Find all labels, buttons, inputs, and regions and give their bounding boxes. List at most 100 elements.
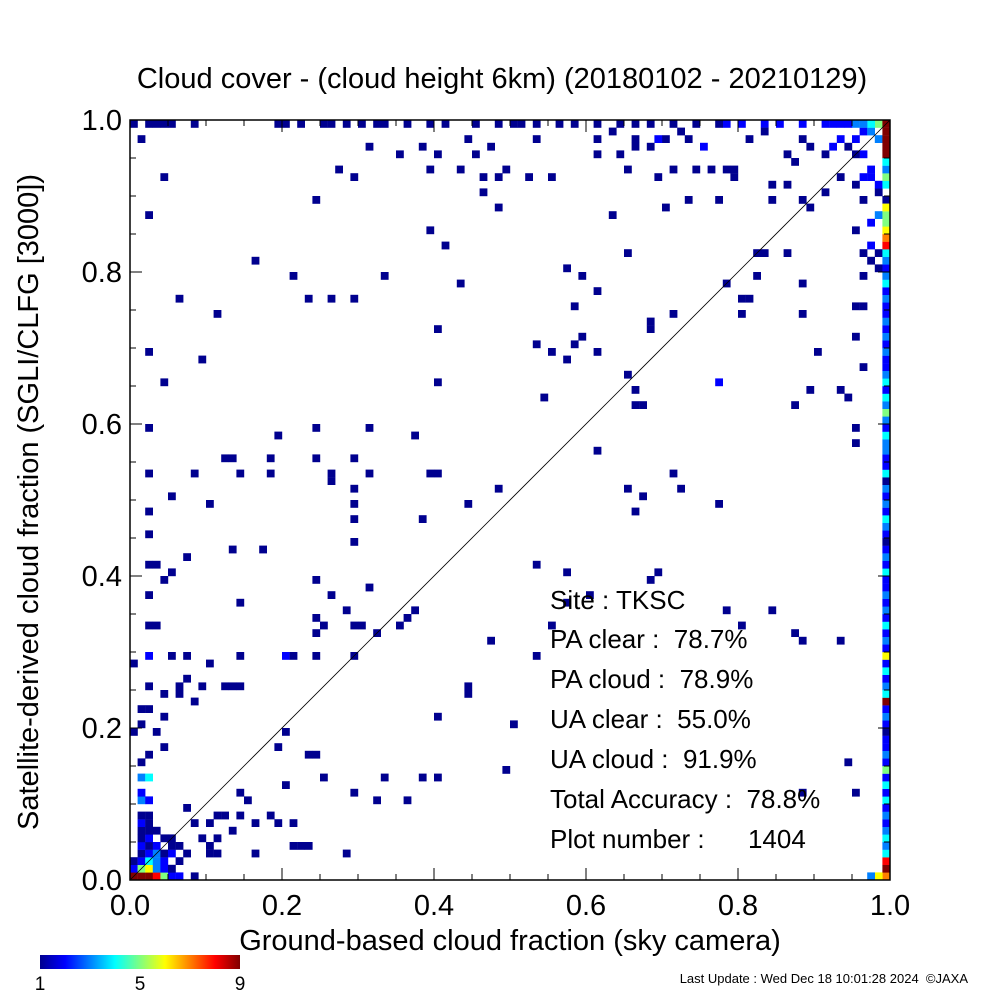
heatmap-cell xyxy=(882,484,891,493)
colorbar-tick-min: 1 xyxy=(35,974,46,995)
heatmap-cell xyxy=(882,568,891,577)
heatmap-cell xyxy=(852,788,860,797)
heatmap-cell xyxy=(236,682,245,691)
heatmap-cell xyxy=(137,788,146,797)
heatmap-cell xyxy=(434,325,442,333)
heatmap-cell xyxy=(160,120,169,128)
heatmap-cell xyxy=(616,150,625,159)
heatmap-cell xyxy=(639,492,647,501)
heatmap-cell xyxy=(852,439,860,447)
heatmap-cell xyxy=(236,598,245,607)
x-tick-label: 1.0 xyxy=(870,890,910,922)
heatmap-cell xyxy=(396,621,404,630)
heatmap-cell xyxy=(836,120,845,128)
heatmap-cell xyxy=(130,728,138,736)
heatmap-cell xyxy=(882,287,891,295)
y-tick-label: 0.2 xyxy=(82,713,122,745)
heatmap-cell xyxy=(510,120,518,128)
heatmap-cell xyxy=(548,621,556,630)
heatmap-cell xyxy=(882,424,891,432)
heatmap-cell xyxy=(669,310,678,318)
heatmap-cell xyxy=(738,621,746,630)
heatmap-cell xyxy=(882,203,891,212)
heatmap-cell xyxy=(852,302,860,311)
heatmap-cell xyxy=(274,431,283,440)
heatmap-cell xyxy=(251,256,260,265)
heatmap-cell xyxy=(760,127,769,136)
stat-site: Site : TKSC xyxy=(550,585,685,615)
heatmap-cell xyxy=(259,545,267,554)
heatmap-cell xyxy=(145,120,153,128)
heatmap-cell xyxy=(282,728,290,736)
heatmap-cell xyxy=(760,120,769,128)
diagonal-line xyxy=(129,119,891,881)
heatmap-cell xyxy=(654,135,663,143)
heatmap-cell xyxy=(244,796,252,805)
heatmap-cell xyxy=(882,446,891,455)
heatmap-cell xyxy=(624,165,632,174)
heatmap-cell xyxy=(304,842,313,850)
heatmap-cell xyxy=(175,842,184,850)
heatmap-cell xyxy=(456,165,465,174)
heatmap-cell xyxy=(570,340,579,349)
heatmap-cell xyxy=(213,834,222,843)
heatmap-cell xyxy=(867,256,875,265)
x-tick-label: 0.0 xyxy=(110,890,150,922)
heatmap-cell xyxy=(624,249,632,257)
heatmap-cell xyxy=(160,690,169,698)
heatmap-cell xyxy=(829,120,837,128)
heatmap-cell xyxy=(380,773,389,782)
heatmap-cell xyxy=(882,796,891,805)
heatmap-cell xyxy=(137,135,146,143)
y-tick-label: 0.6 xyxy=(82,409,122,441)
heatmap-cell xyxy=(145,507,153,516)
heatmap-cell xyxy=(646,576,655,584)
heatmap-cell xyxy=(464,500,473,508)
heatmap-cell xyxy=(639,401,647,409)
heatmap-cell xyxy=(882,781,891,789)
heatmap-cell xyxy=(570,120,579,128)
heatmap-cell xyxy=(434,712,442,721)
heatmap-cell xyxy=(715,500,723,508)
heatmap-cell xyxy=(532,560,541,569)
heatmap-cell xyxy=(593,150,602,159)
heatmap-cell xyxy=(646,142,655,151)
heatmap-cell xyxy=(206,819,214,827)
heatmap-cell xyxy=(631,401,640,409)
heatmap-cell xyxy=(836,386,845,394)
heatmap-cell xyxy=(145,773,153,782)
heatmap-cell xyxy=(168,849,176,858)
heatmap-cell xyxy=(563,355,571,364)
heatmap-cell xyxy=(882,431,891,440)
heatmap-cell xyxy=(882,743,891,751)
heatmap-cell xyxy=(426,226,435,235)
heatmap-cell xyxy=(396,150,404,159)
heatmap-cell xyxy=(791,629,799,637)
heatmap-cell xyxy=(380,272,389,280)
heatmap-cell xyxy=(882,211,891,219)
heatmap-cell xyxy=(608,211,617,219)
heatmap-cell xyxy=(821,188,830,197)
heatmap-cell xyxy=(631,507,640,516)
heatmap-cell xyxy=(160,872,169,881)
heatmap-cell xyxy=(707,165,716,174)
heatmap-cell xyxy=(730,165,739,174)
heatmap-cell xyxy=(426,165,435,174)
stat-ua-cloud: UA cloud : 91.9% xyxy=(550,744,757,774)
heatmap-cell xyxy=(434,378,442,387)
heatmap-cell xyxy=(312,454,321,463)
heatmap-cell xyxy=(494,203,503,212)
heatmap-cell xyxy=(867,872,875,881)
heatmap-cell xyxy=(426,469,435,478)
heatmap-cell xyxy=(882,332,891,341)
heatmap-cell xyxy=(145,864,153,873)
heatmap-cell xyxy=(882,591,891,599)
heatmap-cell xyxy=(783,150,792,159)
heatmap-cell xyxy=(798,310,807,318)
heatmap-cell xyxy=(152,560,161,569)
heatmap-cell xyxy=(859,249,868,257)
heatmap-cell xyxy=(692,120,701,128)
heatmap-cell xyxy=(320,120,328,128)
heatmap-cell xyxy=(882,606,891,615)
heatmap-cell xyxy=(312,629,321,637)
